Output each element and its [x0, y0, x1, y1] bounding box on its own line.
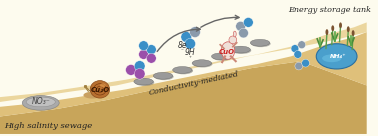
Ellipse shape [339, 22, 342, 28]
Ellipse shape [134, 78, 153, 85]
Ellipse shape [231, 46, 250, 53]
Text: High salinity sewage: High salinity sewage [4, 122, 92, 130]
Ellipse shape [251, 40, 271, 47]
Circle shape [239, 28, 248, 38]
Text: CuO: CuO [219, 49, 235, 55]
Text: NH₄⁺: NH₄⁺ [330, 54, 347, 59]
Ellipse shape [211, 53, 231, 60]
Text: 8e: 8e [178, 41, 187, 50]
Ellipse shape [193, 61, 212, 67]
Circle shape [294, 51, 302, 58]
Ellipse shape [26, 97, 55, 107]
Ellipse shape [192, 60, 211, 67]
Text: Energy storage tank: Energy storage tank [288, 6, 371, 14]
Ellipse shape [232, 47, 251, 54]
Circle shape [181, 32, 192, 42]
Ellipse shape [229, 36, 237, 44]
Ellipse shape [250, 39, 270, 46]
FancyArrowPatch shape [201, 15, 239, 27]
Circle shape [185, 38, 195, 49]
Text: Cu₂O: Cu₂O [90, 87, 110, 93]
Ellipse shape [174, 67, 193, 74]
Circle shape [125, 65, 136, 75]
Text: ⁻: ⁻ [181, 49, 184, 54]
Ellipse shape [325, 29, 328, 35]
Circle shape [139, 50, 149, 59]
FancyArrowPatch shape [157, 27, 200, 52]
Text: 9H: 9H [185, 48, 195, 57]
Ellipse shape [352, 30, 355, 36]
Text: ⁺: ⁺ [189, 56, 192, 61]
Ellipse shape [221, 42, 235, 59]
Ellipse shape [153, 72, 173, 79]
Ellipse shape [233, 31, 236, 37]
Ellipse shape [22, 96, 59, 110]
Circle shape [291, 45, 299, 52]
Circle shape [139, 41, 149, 51]
Circle shape [147, 45, 156, 54]
Ellipse shape [100, 84, 106, 87]
Polygon shape [0, 32, 367, 117]
Circle shape [298, 41, 305, 49]
Ellipse shape [84, 92, 101, 99]
Ellipse shape [347, 26, 350, 32]
Circle shape [190, 27, 200, 37]
Circle shape [134, 69, 145, 79]
Ellipse shape [212, 54, 232, 61]
Circle shape [236, 21, 245, 31]
Polygon shape [0, 61, 367, 134]
Circle shape [134, 61, 145, 71]
Ellipse shape [331, 25, 334, 31]
Ellipse shape [154, 73, 174, 80]
Ellipse shape [90, 81, 110, 98]
Text: Conductivity-mediated: Conductivity-mediated [148, 70, 240, 97]
Circle shape [243, 18, 253, 27]
Circle shape [147, 53, 156, 63]
Circle shape [302, 59, 310, 67]
Ellipse shape [135, 79, 154, 86]
Circle shape [295, 62, 303, 70]
Text: NO₃⁻: NO₃⁻ [31, 98, 50, 106]
Polygon shape [0, 22, 367, 102]
Ellipse shape [173, 67, 192, 73]
Ellipse shape [316, 44, 357, 69]
Ellipse shape [322, 54, 341, 62]
